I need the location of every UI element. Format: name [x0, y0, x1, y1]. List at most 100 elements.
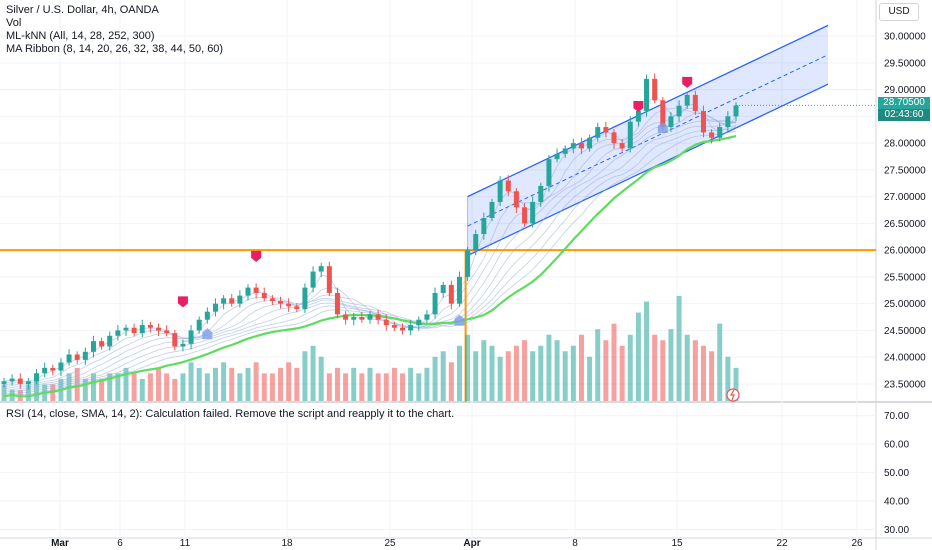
rsi-tick-label: 30.00 — [884, 525, 909, 536]
time-tick-label: 8 — [572, 538, 578, 549]
volume-bar — [733, 367, 739, 401]
candle-body — [578, 143, 584, 149]
volume-bar — [188, 362, 194, 401]
candle-body — [310, 271, 316, 288]
volume-bar — [456, 345, 462, 401]
buy-signal-marker — [657, 122, 668, 134]
price-axis[interactable]: 30.0000029.5000029.0000028.5000028.00000… — [726, 32, 926, 536]
rsi-tick-label: 50.00 — [884, 468, 909, 479]
last-price-label: 28.70500 — [878, 97, 930, 110]
candle-body — [733, 105, 739, 117]
volume-bar — [725, 356, 731, 401]
candle-body — [473, 234, 479, 251]
volume-bar — [343, 373, 349, 401]
sell-signal-marker — [633, 101, 644, 113]
time-tick-label: 15 — [671, 538, 683, 549]
candle-body — [440, 284, 446, 293]
volume-bar — [229, 367, 235, 401]
volume-bar — [668, 329, 674, 401]
volume-bar — [497, 356, 503, 401]
volume-bar — [359, 373, 365, 401]
candle-body — [530, 201, 536, 224]
volume-bar — [204, 373, 210, 401]
candle-body — [318, 266, 324, 272]
candle-body — [42, 367, 48, 374]
candle-body — [603, 127, 609, 133]
candle-body — [253, 287, 259, 293]
volume-bar — [448, 362, 454, 401]
volume-bar — [156, 367, 162, 401]
volume-bar — [684, 334, 690, 401]
volume-bar — [123, 367, 129, 401]
time-axis[interactable]: Mar 6 11 18 25 Apr 8 15 22 26 — [51, 538, 863, 549]
candle-body — [245, 287, 251, 296]
regression-channel[interactable] — [467, 24, 829, 257]
legend-ml-knn[interactable]: ML-kNN (All, 14, 28, 252, 300) — [6, 30, 155, 42]
rsi-tick-label: 40.00 — [884, 497, 909, 508]
ribbon-line-8 — [3, 96, 737, 382]
rsi-error-message: RSI (14, close, SMA, 14, 2): Calculation… — [6, 408, 455, 420]
volume-bar — [416, 373, 422, 401]
volume-bar — [90, 373, 96, 401]
candle-body — [725, 116, 731, 128]
candle-body — [619, 143, 625, 149]
candle-body — [692, 94, 698, 111]
price-tick-label: 30.00000 — [884, 32, 926, 43]
time-tick-label: 11 — [180, 538, 191, 549]
volume-bar — [513, 345, 519, 401]
price-tick-label: 29.00000 — [884, 85, 926, 96]
rsi-tick-label: 60.00 — [884, 440, 909, 451]
price-tick-label: 27.00000 — [884, 192, 926, 203]
price-tick-label: 23.50000 — [884, 379, 926, 390]
volume-bar — [237, 373, 243, 401]
candle-body — [627, 121, 633, 149]
candle-body — [375, 314, 381, 320]
candle-body — [432, 292, 438, 315]
candle-body — [424, 314, 430, 320]
currency-button[interactable]: USD — [879, 3, 919, 21]
candle-body — [700, 110, 706, 133]
volume-bar — [570, 345, 576, 401]
candle-body — [481, 218, 487, 235]
time-tick-label: 26 — [851, 538, 863, 549]
candle-body — [343, 314, 349, 320]
candle-body — [546, 159, 552, 186]
buy-signal-marker — [454, 314, 465, 326]
volume-bar — [408, 367, 414, 401]
candle-body — [334, 292, 340, 315]
volume-bar — [115, 373, 121, 401]
candle-body — [326, 266, 332, 293]
horizontal-level-line[interactable] — [0, 249, 876, 402]
candle-body — [367, 314, 373, 320]
candle-body — [562, 148, 568, 154]
sell-signal-marker — [682, 76, 693, 88]
volume-bar — [147, 373, 153, 401]
legend-volume[interactable]: Vol — [6, 17, 22, 29]
lightning-icon — [726, 388, 740, 402]
volume-bar — [99, 378, 105, 401]
volume-bar — [635, 312, 641, 401]
volume-bar — [505, 351, 511, 401]
price-tick-label: 26.00000 — [884, 246, 926, 257]
volume-bar — [326, 373, 332, 401]
legend-symbol[interactable]: Silver / U.S. Dollar, 4h, OANDA — [6, 4, 159, 16]
volume-bar — [1, 384, 7, 401]
volume-bar — [522, 340, 528, 401]
candle-body — [302, 287, 308, 310]
bar-countdown: 02:43:60 — [878, 109, 930, 122]
candle-body — [465, 250, 471, 277]
candle-body — [286, 303, 292, 307]
candle-body — [717, 127, 723, 138]
candle-body — [497, 180, 503, 202]
volume-bar — [294, 367, 300, 401]
candle-body — [505, 180, 511, 192]
volume-bar — [286, 362, 292, 401]
candle-body — [652, 78, 658, 101]
volume-bar — [700, 345, 706, 401]
candle-body — [115, 330, 121, 336]
time-tick-label: Apr — [463, 538, 480, 549]
legend-ma-ribbon[interactable]: MA Ribbon (8, 14, 20, 26, 32, 38, 44, 50… — [6, 43, 224, 55]
ribbon-line-26 — [3, 112, 737, 388]
volume-bar — [351, 367, 357, 401]
